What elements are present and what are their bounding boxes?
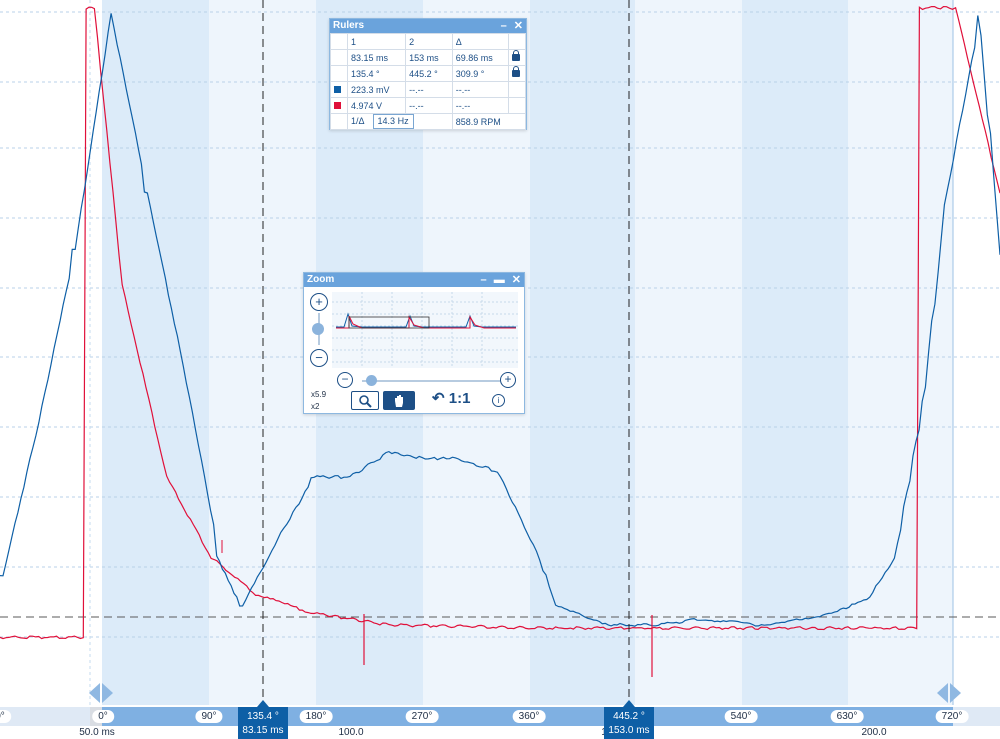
band-8 bbox=[848, 0, 953, 705]
ruler-time-2: 153 ms bbox=[405, 49, 453, 66]
ruler-cha-delta: --.-- bbox=[451, 81, 510, 98]
scroll-left-icon[interactable] bbox=[88, 682, 114, 704]
horizontal-zoom-knob[interactable] bbox=[366, 375, 377, 386]
cursor-2-time-flag[interactable]: 153.0 ms bbox=[604, 723, 654, 739]
hand-icon bbox=[395, 395, 403, 407]
axis-segment-left bbox=[0, 707, 90, 726]
channel-a-swatch-icon bbox=[334, 85, 341, 93]
tick-deg-label: 270° bbox=[405, 710, 439, 723]
inverse-delta-label: 1/Δ bbox=[351, 116, 365, 126]
ruler-col-delta: Δ bbox=[451, 33, 510, 50]
pan-tool-button[interactable] bbox=[383, 391, 415, 410]
ruler-time-1: 83.15 ms bbox=[346, 49, 407, 66]
ruler-cha-value: 223.3 mV bbox=[346, 81, 407, 98]
zoom-factor-x: x5.9 bbox=[311, 390, 327, 399]
minimize-icon[interactable]: – bbox=[500, 20, 507, 32]
zoom-reset-label: 1:1 bbox=[448, 390, 471, 407]
zoom-title: Zoom bbox=[307, 274, 335, 285]
cursor-1-angle-flag[interactable]: 135.4 ° bbox=[238, 707, 288, 726]
channel-b-trace bbox=[0, 5, 1000, 640]
zoom-title-bar[interactable]: Zoom – ▬ ✕ bbox=[304, 273, 524, 287]
band-7 bbox=[742, 0, 848, 705]
channel-a-trace bbox=[0, 13, 1000, 627]
frequency-value[interactable]: 14.3 Hz bbox=[372, 114, 414, 129]
rulers-title-bar[interactable]: Rulers – ✕ bbox=[330, 19, 526, 33]
lock-icon[interactable] bbox=[512, 65, 520, 77]
rulers-title: Rulers bbox=[333, 20, 365, 31]
ruler-angle-delta: 309.9 ° bbox=[451, 65, 510, 82]
tick-time-label: 100.0 bbox=[338, 727, 364, 738]
ruler-time-delta: 69.86 ms bbox=[451, 49, 510, 66]
close-icon[interactable]: ✕ bbox=[511, 274, 521, 286]
band-6 bbox=[635, 0, 742, 705]
tick-deg-label: 540° bbox=[724, 710, 758, 723]
ruler-angle-1: 135.4 ° bbox=[346, 65, 407, 82]
ruler-cha-2: --.-- bbox=[405, 81, 453, 98]
ruler-chb-2: --.-- bbox=[405, 97, 453, 114]
close-icon[interactable]: ✕ bbox=[513, 20, 523, 32]
band-1 bbox=[102, 0, 209, 705]
cursor-2-flag-tip bbox=[623, 700, 635, 707]
tick-deg-label: 0° bbox=[92, 710, 114, 723]
tick-deg-label: 360° bbox=[512, 710, 546, 723]
vertical-zoom-knob[interactable] bbox=[312, 323, 324, 335]
cursor-1-flag-tip bbox=[257, 700, 269, 707]
cycle-bands bbox=[102, 0, 953, 705]
horizontal-zoom-slider[interactable] bbox=[362, 380, 500, 382]
undo-icon: ↶ bbox=[432, 390, 445, 407]
ruler-col-2: 2 bbox=[405, 33, 453, 50]
lock-icon[interactable] bbox=[512, 49, 520, 61]
spikes bbox=[221, 540, 653, 677]
cursor-1-time-flag[interactable]: 83.15 ms bbox=[238, 723, 288, 739]
rulers-table: 1 2 Δ 83.15 ms 153 ms 69.86 ms 135.4 ° 4… bbox=[330, 33, 527, 130]
tick-deg-label: 0° bbox=[0, 710, 11, 723]
info-icon[interactable]: i bbox=[492, 394, 505, 407]
zoom-out-vertical-button[interactable]: − bbox=[310, 349, 328, 367]
rpm-value: 858.9 RPM bbox=[451, 113, 527, 130]
zoom-out-horizontal-button[interactable]: − bbox=[337, 372, 353, 388]
minimize-icon[interactable]: – bbox=[480, 274, 487, 286]
band-5 bbox=[530, 0, 635, 705]
zoom-panel[interactable]: Zoom – ▬ ✕ + − − + x5.9 x2 bbox=[303, 272, 525, 414]
tick-deg-label: 180° bbox=[299, 710, 333, 723]
tick-time-label: 200.0 bbox=[861, 727, 887, 738]
channel-b-swatch-icon bbox=[334, 101, 341, 109]
zoom-reset-button[interactable]: ↶ 1:1 bbox=[432, 389, 470, 407]
zoom-in-vertical-button[interactable]: + bbox=[310, 293, 328, 311]
magnifier-icon bbox=[359, 395, 372, 408]
zoom-factor-y: x2 bbox=[311, 402, 320, 411]
tick-time-label: 50.0 ms bbox=[79, 727, 115, 738]
tick-deg-label: 90° bbox=[195, 710, 223, 723]
ruler-chb-delta: --.-- bbox=[451, 97, 510, 114]
zoom-in-horizontal-button[interactable]: + bbox=[500, 372, 516, 388]
ruler-angle-2: 445.2 ° bbox=[405, 65, 453, 82]
ruler-chb-value: 4.974 V bbox=[346, 97, 407, 114]
tick-deg-label: 720° bbox=[935, 710, 969, 723]
maximize-icon[interactable]: ▬ bbox=[493, 274, 505, 286]
cursor-2-angle-flag[interactable]: 445.2 ° bbox=[604, 707, 654, 726]
ruler-col-1: 1 bbox=[346, 33, 407, 50]
tick-deg-label: 630° bbox=[830, 710, 864, 723]
rulers-panel[interactable]: Rulers – ✕ 1 2 Δ 83.15 ms 153 ms 69.86 m… bbox=[329, 18, 527, 130]
zoom-tool-button[interactable] bbox=[351, 391, 379, 410]
scroll-right-icon[interactable] bbox=[936, 682, 962, 704]
zoom-overview[interactable] bbox=[332, 292, 518, 368]
zoom-viewport-rect bbox=[348, 316, 430, 329]
